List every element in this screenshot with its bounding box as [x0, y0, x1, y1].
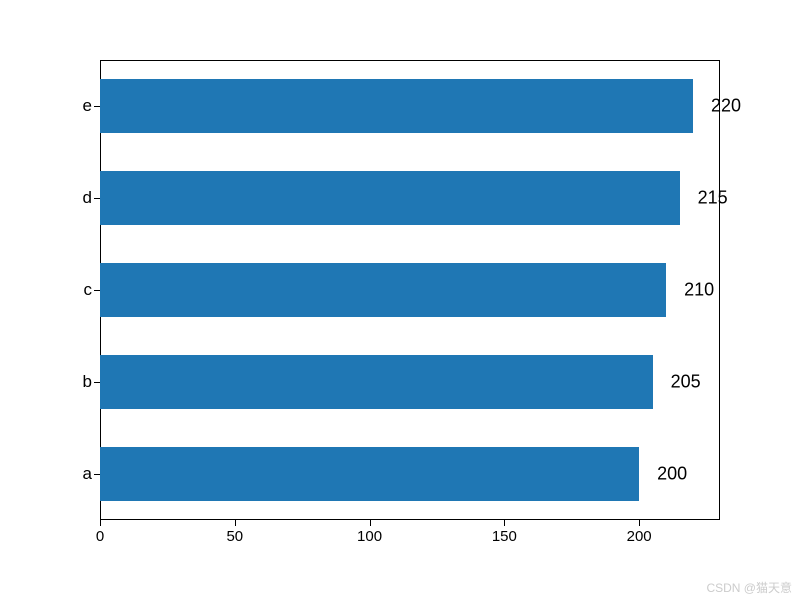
- y-tick-mark: [94, 198, 100, 199]
- y-tick-mark: [94, 382, 100, 383]
- bar: [100, 171, 680, 224]
- value-label: 210: [684, 280, 714, 301]
- y-tick-mark: [94, 474, 100, 475]
- x-tick-mark: [504, 520, 505, 526]
- x-tick-mark: [235, 520, 236, 526]
- value-label: 220: [711, 96, 741, 117]
- x-tick-label: 50: [226, 528, 243, 545]
- value-label: 205: [671, 372, 701, 393]
- bar: [100, 447, 639, 500]
- chart-container: a200b205c210d215e220050100150200: [100, 60, 720, 550]
- x-tick-label: 150: [492, 528, 517, 545]
- x-tick-mark: [370, 520, 371, 526]
- x-tick-label: 0: [96, 528, 104, 545]
- bar: [100, 79, 693, 132]
- x-tick-label: 200: [627, 528, 652, 545]
- y-tick-label: a: [83, 464, 92, 484]
- bar: [100, 355, 653, 408]
- watermark: CSDN @猫天意: [706, 579, 792, 596]
- bar: [100, 263, 666, 316]
- x-tick-mark: [100, 520, 101, 526]
- x-tick-mark: [639, 520, 640, 526]
- value-label: 200: [657, 464, 687, 485]
- y-tick-label: b: [83, 372, 92, 392]
- x-tick-label: 100: [357, 528, 382, 545]
- y-tick-label: c: [84, 280, 93, 300]
- y-tick-label: e: [83, 96, 92, 116]
- value-label: 215: [698, 188, 728, 209]
- y-tick-mark: [94, 290, 100, 291]
- y-tick-label: d: [83, 188, 92, 208]
- y-tick-mark: [94, 106, 100, 107]
